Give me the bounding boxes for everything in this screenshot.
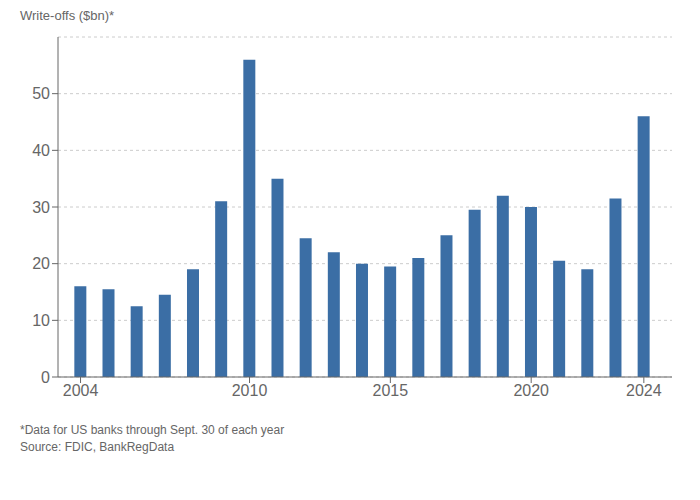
svg-text:2024: 2024 (626, 382, 662, 399)
svg-text:2004: 2004 (63, 382, 99, 399)
html-text:Source: FDIC, BankRegData: Source: FDIC, BankRegData (20, 440, 175, 454)
svg-text:2015: 2015 (373, 382, 409, 399)
svg-text:10: 10 (32, 312, 50, 329)
svg-text:2010: 2010 (232, 382, 268, 399)
svg-text:20: 20 (32, 255, 50, 272)
svg-text:0: 0 (41, 369, 50, 386)
html-text:Write-offs ($bn)*: Write-offs ($bn)* (20, 8, 115, 23)
svg-text:50: 50 (32, 85, 50, 102)
html-text:*Data for US banks through Sep: *Data for US banks through Sept. 30 of e… (20, 423, 285, 437)
svg-text:30: 30 (32, 199, 50, 216)
svg-text:2020: 2020 (513, 382, 549, 399)
svg-text:40: 40 (32, 142, 50, 159)
